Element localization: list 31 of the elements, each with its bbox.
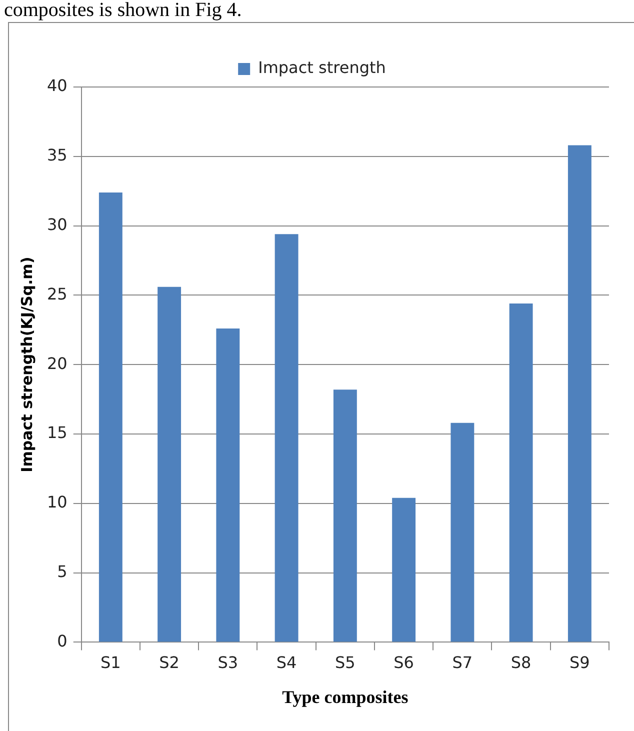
- text: composites is shown in Fig 4.: [3, 0, 243, 21]
- bar: [98, 192, 122, 642]
- bar: [568, 145, 592, 642]
- bar: [509, 304, 533, 642]
- y-axis-title: Impact strength(KJ/Sq.m): [18, 256, 36, 472]
- x-tick-label: S8: [510, 652, 532, 672]
- y-tick-label: 10: [47, 492, 68, 512]
- x-tick-label: S2: [159, 652, 180, 672]
- legend-label: Impact strength: [258, 58, 386, 78]
- bar: [392, 498, 416, 642]
- x-tick-label: S1: [100, 652, 121, 672]
- y-tick-label: 40: [47, 76, 68, 96]
- bar: [333, 390, 357, 642]
- x-tick-label: S3: [218, 652, 238, 672]
- y-tick-label: 0: [57, 631, 68, 650]
- x-axis-title: Type composites: [282, 686, 408, 707]
- x-tick-label: S9: [570, 652, 590, 672]
- x-tick-label: S6: [394, 652, 414, 672]
- y-tick-label: 15: [47, 423, 68, 442]
- y-tick-label: 5: [57, 562, 68, 581]
- y-tick-label: 25: [47, 284, 68, 304]
- bar: [274, 234, 298, 642]
- bar: [450, 422, 474, 642]
- x-tick-label: S7: [452, 652, 473, 672]
- y-tick-label: 35: [47, 146, 68, 165]
- bar: [158, 286, 182, 642]
- x-tick-label: S4: [276, 652, 297, 672]
- y-tick-label: 20: [47, 354, 68, 373]
- y-tick-label: 30: [47, 214, 68, 234]
- x-tick-label: S5: [335, 652, 356, 672]
- bar: [216, 328, 240, 642]
